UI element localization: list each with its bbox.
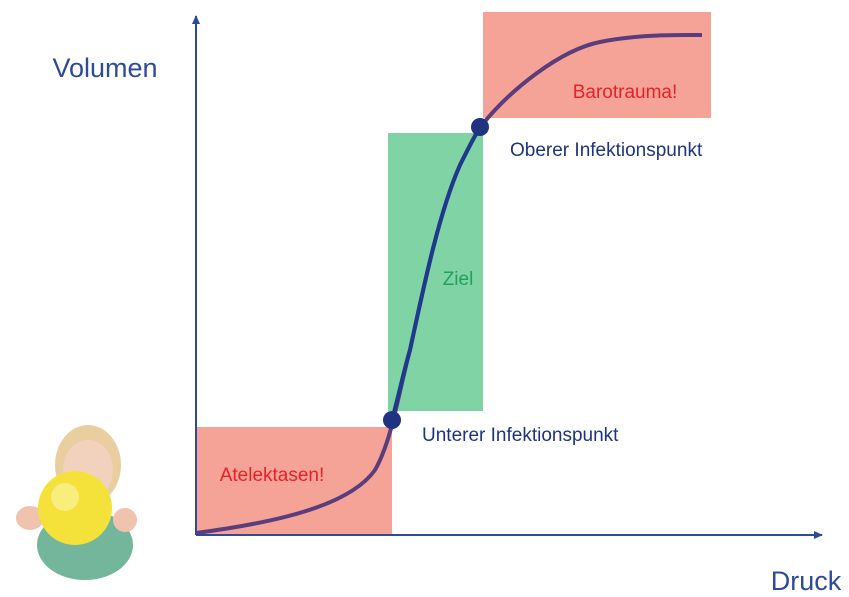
barotrauma-zone	[483, 12, 711, 118]
pv-curve-linear	[390, 125, 482, 421]
zone-label: Atelektasen!	[220, 465, 325, 486]
point-label: Oberer Infektionspunkt	[510, 140, 703, 161]
photo-girl-with-balloon	[16, 425, 137, 580]
zone-label: Ziel	[443, 269, 474, 290]
zone-label: Barotrauma!	[573, 82, 678, 103]
x-axis-title: Druck	[771, 566, 842, 596]
atelectasis-zone	[196, 427, 392, 535]
upper-inflection-point	[471, 118, 489, 136]
point-label: Unterer Infektionspunkt	[422, 425, 619, 446]
target-zone	[388, 133, 483, 411]
lower-inflection-point	[383, 411, 401, 429]
y-axis-title: Volumen	[52, 53, 157, 83]
